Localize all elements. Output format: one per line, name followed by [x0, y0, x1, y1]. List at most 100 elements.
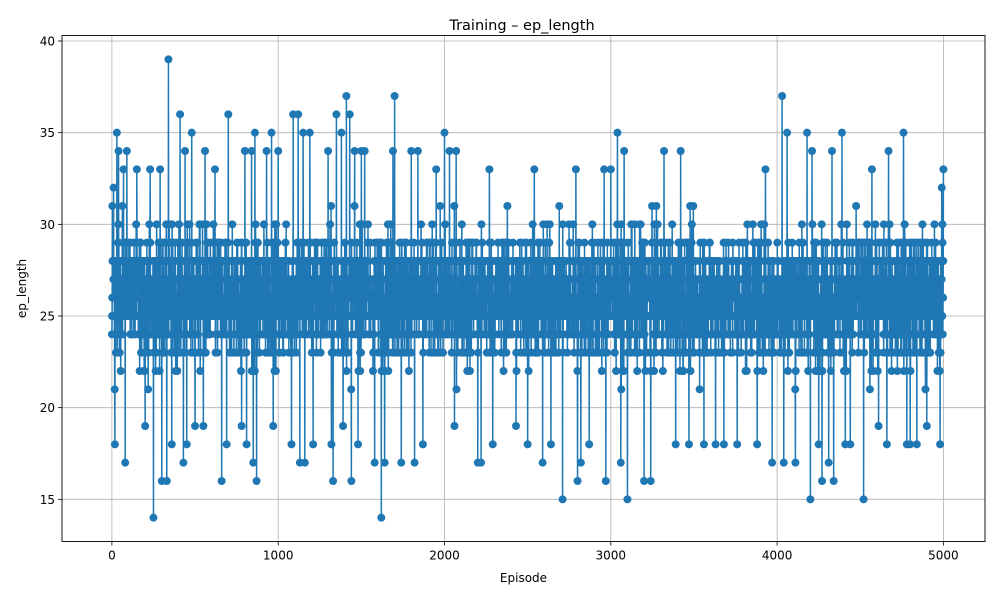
- data-point: [467, 348, 476, 357]
- data-point: [602, 348, 611, 357]
- data-point: [250, 128, 259, 137]
- data-point: [110, 440, 119, 449]
- data-point: [364, 220, 372, 229]
- data-point: [457, 220, 466, 229]
- data-point: [636, 220, 645, 229]
- data-point: [354, 440, 363, 449]
- data-point: [327, 202, 336, 210]
- data-point: [122, 147, 131, 155]
- data-point: [658, 367, 667, 375]
- data-point: [477, 458, 486, 467]
- data-point: [209, 220, 218, 229]
- data-point: [388, 147, 397, 155]
- data-point: [737, 348, 746, 357]
- data-point: [407, 348, 416, 357]
- data-point: [687, 238, 696, 247]
- data-point: [413, 147, 422, 155]
- data-point: [485, 165, 494, 174]
- data-point: [882, 440, 891, 449]
- data-point: [185, 220, 194, 229]
- data-point: [358, 220, 367, 229]
- data-point: [652, 202, 661, 210]
- data-point: [337, 128, 346, 137]
- data-point: [352, 238, 361, 247]
- data-point: [282, 220, 291, 229]
- data-point: [109, 183, 118, 192]
- data-point: [407, 147, 416, 155]
- data-point: [617, 385, 626, 394]
- data-point: [251, 220, 260, 229]
- data-point: [863, 220, 872, 229]
- data-point: [386, 220, 395, 229]
- data-point: [419, 348, 428, 357]
- data-point: [488, 440, 497, 449]
- data-point: [472, 238, 481, 247]
- data-point: [689, 202, 698, 210]
- data-point: [167, 440, 176, 449]
- data-point: [788, 238, 797, 247]
- data-point: [114, 220, 123, 229]
- data-point: [499, 367, 508, 375]
- data-point: [440, 128, 449, 137]
- data-point: [465, 367, 474, 375]
- data-point: [452, 385, 461, 394]
- data-point: [292, 348, 301, 357]
- data-point: [826, 367, 835, 375]
- data-point: [146, 238, 155, 247]
- data-point: [860, 348, 869, 357]
- data-point: [640, 330, 649, 339]
- data-point: [294, 110, 303, 119]
- data-point: [237, 422, 246, 430]
- data-point: [343, 348, 352, 357]
- data-point: [741, 238, 750, 247]
- data-point: [274, 147, 283, 155]
- data-point: [502, 348, 511, 357]
- data-point: [168, 220, 177, 229]
- data-point: [623, 495, 632, 504]
- data-point: [679, 367, 688, 375]
- data-point: [326, 220, 335, 229]
- data-point: [268, 348, 277, 357]
- data-point: [217, 477, 226, 485]
- data-point: [610, 348, 619, 357]
- data-point: [173, 367, 182, 375]
- data-point: [871, 220, 880, 229]
- data-point: [814, 440, 823, 449]
- data-point: [619, 367, 628, 375]
- chart-title: Training – ep_length: [448, 18, 594, 34]
- data-point: [262, 147, 271, 155]
- data-point: [436, 202, 445, 210]
- data-point: [193, 330, 202, 339]
- data-point: [397, 458, 406, 467]
- data-point: [613, 128, 622, 137]
- data-point: [247, 147, 256, 155]
- data-point: [768, 458, 777, 467]
- data-point: [936, 440, 945, 449]
- data-point: [846, 440, 855, 449]
- data-point: [668, 220, 677, 229]
- data-point: [330, 238, 339, 247]
- data-point: [242, 238, 251, 247]
- data-point: [356, 367, 365, 375]
- data-point: [871, 330, 880, 339]
- data-point: [573, 367, 582, 375]
- data-point: [563, 348, 572, 357]
- data-point: [759, 367, 768, 375]
- data-point: [558, 220, 567, 229]
- data-point: [803, 128, 812, 137]
- data-point: [259, 220, 268, 229]
- data-point: [445, 147, 454, 155]
- data-point: [152, 348, 161, 357]
- data-point: [601, 477, 610, 485]
- data-point: [152, 220, 161, 229]
- data-point: [597, 367, 606, 375]
- data-point: [316, 348, 325, 357]
- data-point: [404, 367, 413, 375]
- data-point: [528, 220, 537, 229]
- data-point: [450, 422, 459, 430]
- data-point: [606, 165, 615, 174]
- data-point: [369, 330, 378, 339]
- data-point: [624, 238, 633, 247]
- data-point: [281, 238, 290, 247]
- data-point: [309, 440, 318, 449]
